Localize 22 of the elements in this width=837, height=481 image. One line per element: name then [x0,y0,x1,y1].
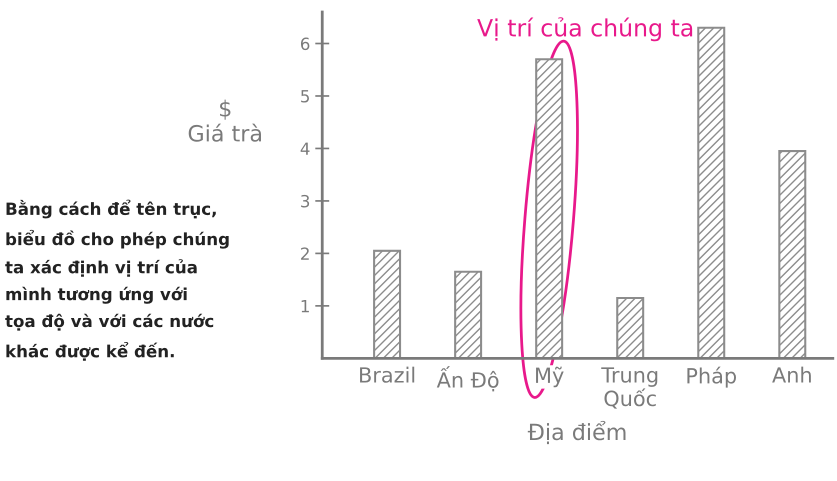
x-axis-title: Địa điểm [528,420,626,444]
text: Bằng cách để tên trục, biểu đồ cho phép chúng ta xác định vị trí của mình tương ứng với tọa độ và với các nước khác được kể đến. [5,200,229,361]
y-axis-title: $ Giá trà [188,100,261,142]
x-tick-label: Mỹ [536,366,564,388]
bar [535,58,564,358]
bar [616,296,644,358]
bar [373,250,402,358]
y-tick-label: 6 [301,37,310,50]
y-tick-label: 5 [301,90,309,103]
annotation: Vị trí của chúng ta [477,17,692,42]
y-tick-label: 4 [300,142,310,155]
x-tick-label: Brazil [360,366,414,383]
bar [697,26,726,358]
bar [778,150,806,358]
y-tick-label: 3 [301,194,310,208]
y-tick-label: 2 [301,247,309,260]
x-tick-label: Pháp [687,366,736,388]
x-tick-label: Ấn Độ [436,366,498,392]
y-tick-label: 1 [302,300,309,312]
x-tick-label: Anh [772,366,811,383]
x-tick-label: Trung Quốc [601,367,658,409]
bar [454,270,482,358]
